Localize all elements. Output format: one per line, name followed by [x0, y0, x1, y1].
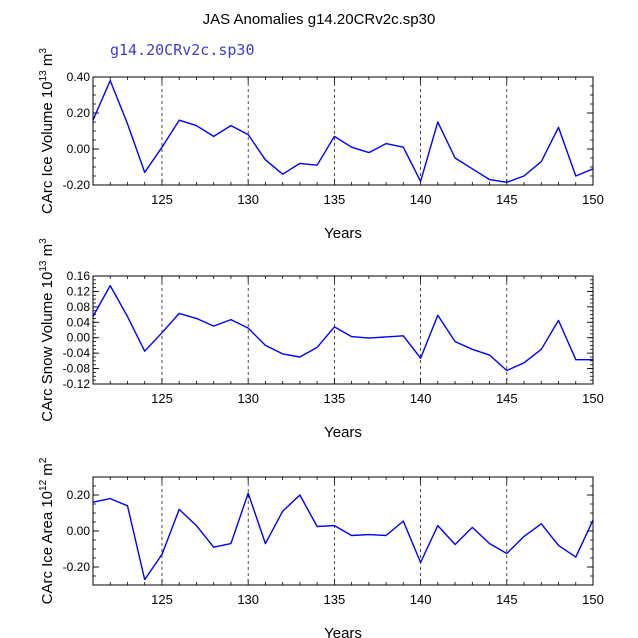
figure-title: JAS Anomalies g14.20CRv2c.sp30	[203, 11, 436, 28]
chart-panel-3: 125 130 135 140 145 150 -0.20 0.00 0.20 Years CArc…	[38, 457, 604, 638]
y-tick-label: 0.04	[67, 315, 91, 329]
y-tick-label: 0.20	[67, 106, 91, 120]
y-tick-label: 0.20	[67, 488, 91, 502]
x-tick-label: 135	[324, 192, 346, 207]
y-tick-label: 0.16	[67, 269, 91, 283]
y-tick-label: 0.00	[67, 142, 91, 156]
y-tick-label: 0.08	[67, 300, 91, 314]
plot-frame	[92, 476, 594, 586]
x-axis-label: Years	[324, 424, 362, 441]
x-tick-label: 130	[237, 592, 259, 607]
y-tick-label: -0.04	[63, 346, 91, 360]
x-tick-label: 125	[151, 592, 173, 607]
panels: 125 130 135 140 145 150 -0.20 0.00 0.20 0.40 Years…	[38, 48, 604, 638]
x-tick-label: 140	[410, 592, 432, 607]
series-line-1	[92, 492, 594, 581]
y-axis-label: CArc Ice Area 1012 m2	[38, 457, 56, 604]
x-tick-label: 150	[582, 192, 604, 207]
x-tick-label: 125	[151, 192, 173, 207]
y-tick-label: 0.00	[67, 331, 91, 345]
y-tick-label: -0.20	[63, 560, 91, 574]
series-line-1	[92, 79, 594, 184]
y-tick-label: 0.40	[67, 70, 91, 84]
y-axis-label: CArc Snow Volume 1013 m3	[38, 238, 56, 422]
x-tick-label: 135	[324, 391, 346, 406]
x-tick-label: 135	[324, 592, 346, 607]
y-tick-label: -0.12	[63, 377, 91, 391]
x-axis-label: Years	[324, 225, 362, 242]
series-line-1	[92, 284, 593, 372]
x-tick-label: 145	[496, 592, 518, 607]
x-tick-label: 130	[237, 391, 259, 406]
x-tick-label: 145	[496, 391, 518, 406]
x-tick-label: 150	[582, 391, 604, 406]
x-tick-label: 125	[151, 391, 173, 406]
x-tick-label: 150	[582, 592, 604, 607]
y-tick-label: 0.00	[67, 524, 91, 538]
plot-frame	[92, 275, 594, 385]
y-axis-label: CArc Ice Volume 1013 m3	[38, 48, 56, 214]
x-axis-label: Years	[324, 625, 362, 638]
y-tick-label: -0.08	[63, 362, 91, 376]
x-tick-label: 130	[237, 192, 259, 207]
x-tick-label: 140	[410, 391, 432, 406]
x-tick-label: 145	[496, 192, 518, 207]
y-tick-label: -0.20	[63, 178, 91, 192]
plot-frame	[92, 76, 594, 186]
figure-subtitle: g14.20CRv2c.sp30	[110, 41, 255, 59]
x-tick-label: 140	[410, 192, 432, 207]
chart-panel-1: 125 130 135 140 145 150 -0.20 0.00 0.20 0.40 Years…	[38, 48, 604, 242]
chart-panel-2: 125 130 135 140 145 150 -0.12-0.08 -0.040.00 0.0…	[38, 238, 604, 441]
y-tick-label: 0.12	[67, 284, 91, 298]
